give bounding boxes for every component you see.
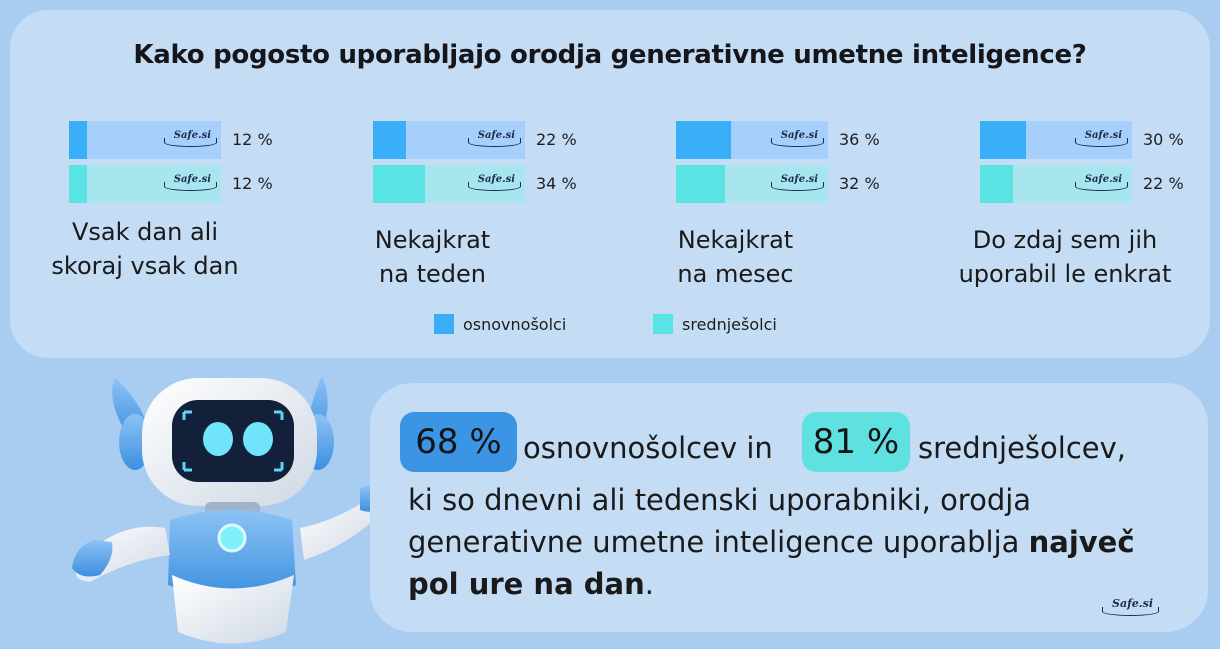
bar-track: Safe.si xyxy=(69,121,221,159)
chart-title: Kako pogosto uporabljajo orodja generati… xyxy=(133,40,1087,70)
bar-track: Safe.si xyxy=(676,121,828,159)
bar-row: Safe.si 30 % xyxy=(980,121,1220,159)
bar-track: Safe.si xyxy=(980,165,1132,203)
stat-text-2: srednješolcev, xyxy=(918,431,1126,465)
bar xyxy=(676,165,725,203)
data-label: 22 % xyxy=(536,130,577,149)
bar xyxy=(373,121,406,159)
bar-group: Safe.si 36 % Safe.si 32 % xyxy=(676,121,916,209)
stat-badge-primary: 68 % xyxy=(400,412,517,472)
bar xyxy=(980,121,1026,159)
category-label-line: na teden xyxy=(379,260,486,288)
legend-label: osnovnošolci xyxy=(463,314,567,334)
bar-row: Safe.si 36 % xyxy=(676,121,916,159)
bar xyxy=(69,165,87,203)
legend-item-primary: osnovnošolci xyxy=(434,313,566,335)
data-label: 12 % xyxy=(232,174,273,193)
stat-line-4: pol ure na dan. xyxy=(408,562,654,606)
safe-si-watermark: Safe.si xyxy=(467,174,522,191)
data-label: 34 % xyxy=(536,174,577,193)
logo-text: Safe.si xyxy=(1112,597,1154,610)
bar-track: Safe.si xyxy=(980,121,1132,159)
safe-si-watermark: Safe.si xyxy=(467,130,522,147)
data-label: 36 % xyxy=(839,130,880,149)
bar-group: Safe.si 12 % Safe.si 12 % xyxy=(69,121,309,209)
category-label-line: Nekajkrat xyxy=(677,226,794,254)
bar xyxy=(373,165,425,203)
category-label: Nekajkrat na mesec xyxy=(648,223,823,291)
category-label: Nekajkrat na teden xyxy=(345,223,520,291)
stat-line-4-end: . xyxy=(644,567,654,601)
data-label: 32 % xyxy=(839,174,880,193)
category-label-line: Nekajkrat xyxy=(374,226,491,254)
bar-row: Safe.si 12 % xyxy=(69,165,309,203)
safe-si-watermark: Safe.si xyxy=(163,174,218,191)
bar-group: Safe.si 22 % Safe.si 34 % xyxy=(373,121,613,209)
bar-row: Safe.si 34 % xyxy=(373,165,613,203)
safe-si-watermark: Safe.si xyxy=(770,130,825,147)
bar xyxy=(980,165,1013,203)
legend-label: srednješolci xyxy=(682,314,777,334)
bar-track: Safe.si xyxy=(373,121,525,159)
bar-track: Safe.si xyxy=(373,165,525,203)
stat-line-4-bold: pol ure na dan xyxy=(408,567,645,601)
stat-line-3-regular: generativne umetne inteligence uporablja xyxy=(408,525,1029,559)
category-label-line: skoraj vsak dan xyxy=(51,252,239,280)
safe-si-watermark: Safe.si xyxy=(1074,174,1129,191)
stat-line-3: generativne umetne inteligence uporablja… xyxy=(408,520,1135,564)
bar-group: Safe.si 30 % Safe.si 22 % xyxy=(980,121,1220,209)
category-label-line: Do zdaj sem jih xyxy=(972,226,1158,254)
data-label: 22 % xyxy=(1143,174,1184,193)
safe-si-watermark: Safe.si xyxy=(163,130,218,147)
bar-track: Safe.si xyxy=(69,165,221,203)
legend-swatch-secondary xyxy=(653,314,673,334)
safe-si-logo: Safe.si xyxy=(1112,592,1153,611)
legend-item-secondary: srednješolci xyxy=(653,313,777,335)
category-label: Do zdaj sem jih uporabil le enkrat xyxy=(945,223,1185,291)
stat-badge-secondary: 81 % xyxy=(802,412,910,472)
bar-row: Safe.si 12 % xyxy=(69,121,309,159)
category-label-line: uporabil le enkrat xyxy=(958,260,1172,288)
category-label: Vsak dan ali skoraj vsak dan xyxy=(40,215,250,283)
category-label-line: Vsak dan ali xyxy=(72,218,218,246)
data-label: 30 % xyxy=(1143,130,1184,149)
bar-row: Safe.si 22 % xyxy=(373,121,613,159)
legend-swatch-primary xyxy=(434,314,454,334)
data-label: 12 % xyxy=(232,130,273,149)
safe-si-watermark: Safe.si xyxy=(770,174,825,191)
bar-track: Safe.si xyxy=(676,165,828,203)
stat-line-3-bold: največ xyxy=(1028,525,1135,559)
category-label-line: na mesec xyxy=(677,260,794,288)
bar xyxy=(676,121,731,159)
bar-row: Safe.si 22 % xyxy=(980,165,1220,203)
stat-text-1: osnovnošolcev in xyxy=(523,431,773,465)
stat-line-2: ki so dnevni ali tedenski uporabniki, or… xyxy=(408,483,1032,517)
safe-si-watermark: Safe.si xyxy=(1074,130,1129,147)
robot-illustration xyxy=(72,376,386,644)
bar-row: Safe.si 32 % xyxy=(676,165,916,203)
bar xyxy=(69,121,87,159)
